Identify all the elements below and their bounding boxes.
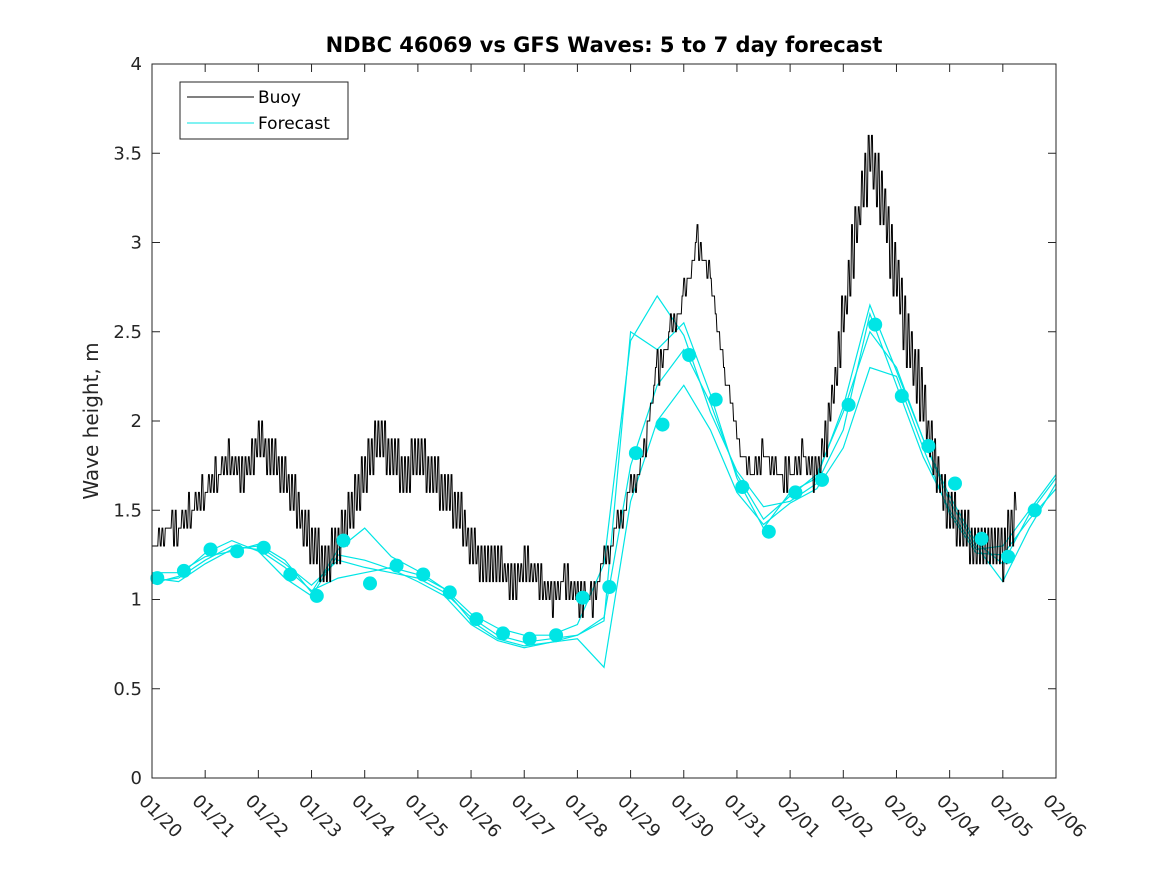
x-tick-label: 01/31 (719, 791, 771, 843)
forecast-point (176, 563, 191, 578)
forecast-point (708, 392, 723, 407)
forecast-point (921, 439, 936, 453)
x-tick-label: 01/27 (507, 791, 559, 843)
forecast-point (735, 480, 750, 494)
forecast-point (894, 389, 909, 403)
forecast-point (1001, 549, 1016, 564)
x-tick-label: 02/01 (773, 791, 825, 843)
chart-title: NDBC 46069 vs GFS Waves: 5 to 7 day fore… (326, 33, 883, 57)
x-tick-label: 01/25 (400, 791, 452, 843)
forecast-run-line (151, 294, 1057, 636)
x-tick-label: 01/24 (347, 791, 399, 843)
y-tick-labels: 0 0.5 1 1.5 2 2.5 3 3.5 4 (113, 54, 142, 789)
x-tick-label: 01/20 (134, 791, 186, 843)
y-tick-label: 4 (131, 54, 142, 75)
x-tick-label: 02/04 (932, 791, 984, 843)
forecast-point (682, 348, 697, 362)
forecast-point (336, 533, 351, 548)
forecast-point (788, 485, 803, 500)
x-tick-label: 01/21 (188, 791, 240, 843)
forecast-point (974, 531, 989, 546)
x-tick-label: 02/03 (879, 791, 931, 843)
forecast-point (283, 567, 298, 582)
y-tick-label: 2 (131, 411, 142, 432)
forecast-point (389, 558, 404, 573)
legend-buoy-label: Buoy (258, 88, 301, 108)
x-tick-label: 01/22 (241, 791, 293, 843)
forecast-point (549, 628, 564, 643)
plot-frame (151, 63, 1057, 779)
y-tick-label: 3 (131, 233, 142, 254)
x-tick-label: 02/05 (985, 791, 1037, 843)
forecast-point (309, 588, 324, 603)
forecast-point (868, 317, 883, 332)
forecast-point (256, 540, 271, 555)
forecast-point (1027, 503, 1042, 518)
x-tick-label: 01/30 (666, 791, 718, 843)
forecast-point (655, 417, 670, 432)
forecast-markers (150, 317, 1042, 646)
x-tick-label: 01/29 (613, 791, 665, 843)
y-tick-label: 2.5 (113, 322, 142, 343)
x-tick-label: 02/02 (826, 791, 878, 843)
forecast-point (442, 585, 457, 600)
legend-forecast-label: Forecast (258, 114, 330, 134)
buoy-line (152, 134, 1017, 618)
forecast-point (363, 576, 377, 591)
y-tick-label: 1.5 (113, 500, 142, 521)
y-tick-label: 0.5 (113, 679, 142, 700)
buoy-series (152, 134, 1017, 618)
x-tick-label: 01/23 (294, 791, 346, 843)
forecast-point (469, 612, 484, 627)
forecast-point (230, 544, 245, 559)
y-tick-label: 3.5 (113, 143, 142, 164)
plot-area (152, 64, 1056, 778)
forecast-point (575, 590, 590, 605)
forecast-point (602, 580, 617, 594)
x-tick-label: 02/06 (1038, 791, 1090, 843)
y-axis-label: Wave height, m (79, 342, 103, 499)
forecast-point (628, 446, 643, 461)
x-tick-labels: 01/20 01/21 01/22 01/23 01/24 01/25 01/26 01/27… (134, 791, 1090, 843)
forecast-point (150, 571, 165, 586)
forecast-point (522, 631, 537, 646)
forecast-point (841, 397, 856, 412)
forecast-point (203, 542, 218, 557)
x-tick-label: 01/26 (454, 791, 506, 843)
legend-box (179, 81, 349, 140)
forecast-point (496, 626, 510, 641)
legend: Buoy Forecast (179, 81, 349, 140)
forecast-point (761, 524, 776, 539)
y-tick-label: 1 (131, 590, 142, 611)
forecast-point (948, 476, 962, 491)
y-tick-label: 0 (131, 768, 142, 789)
forecast-point (815, 472, 829, 487)
forecast-point (416, 567, 431, 582)
x-tick-label: 01/28 (560, 791, 612, 843)
